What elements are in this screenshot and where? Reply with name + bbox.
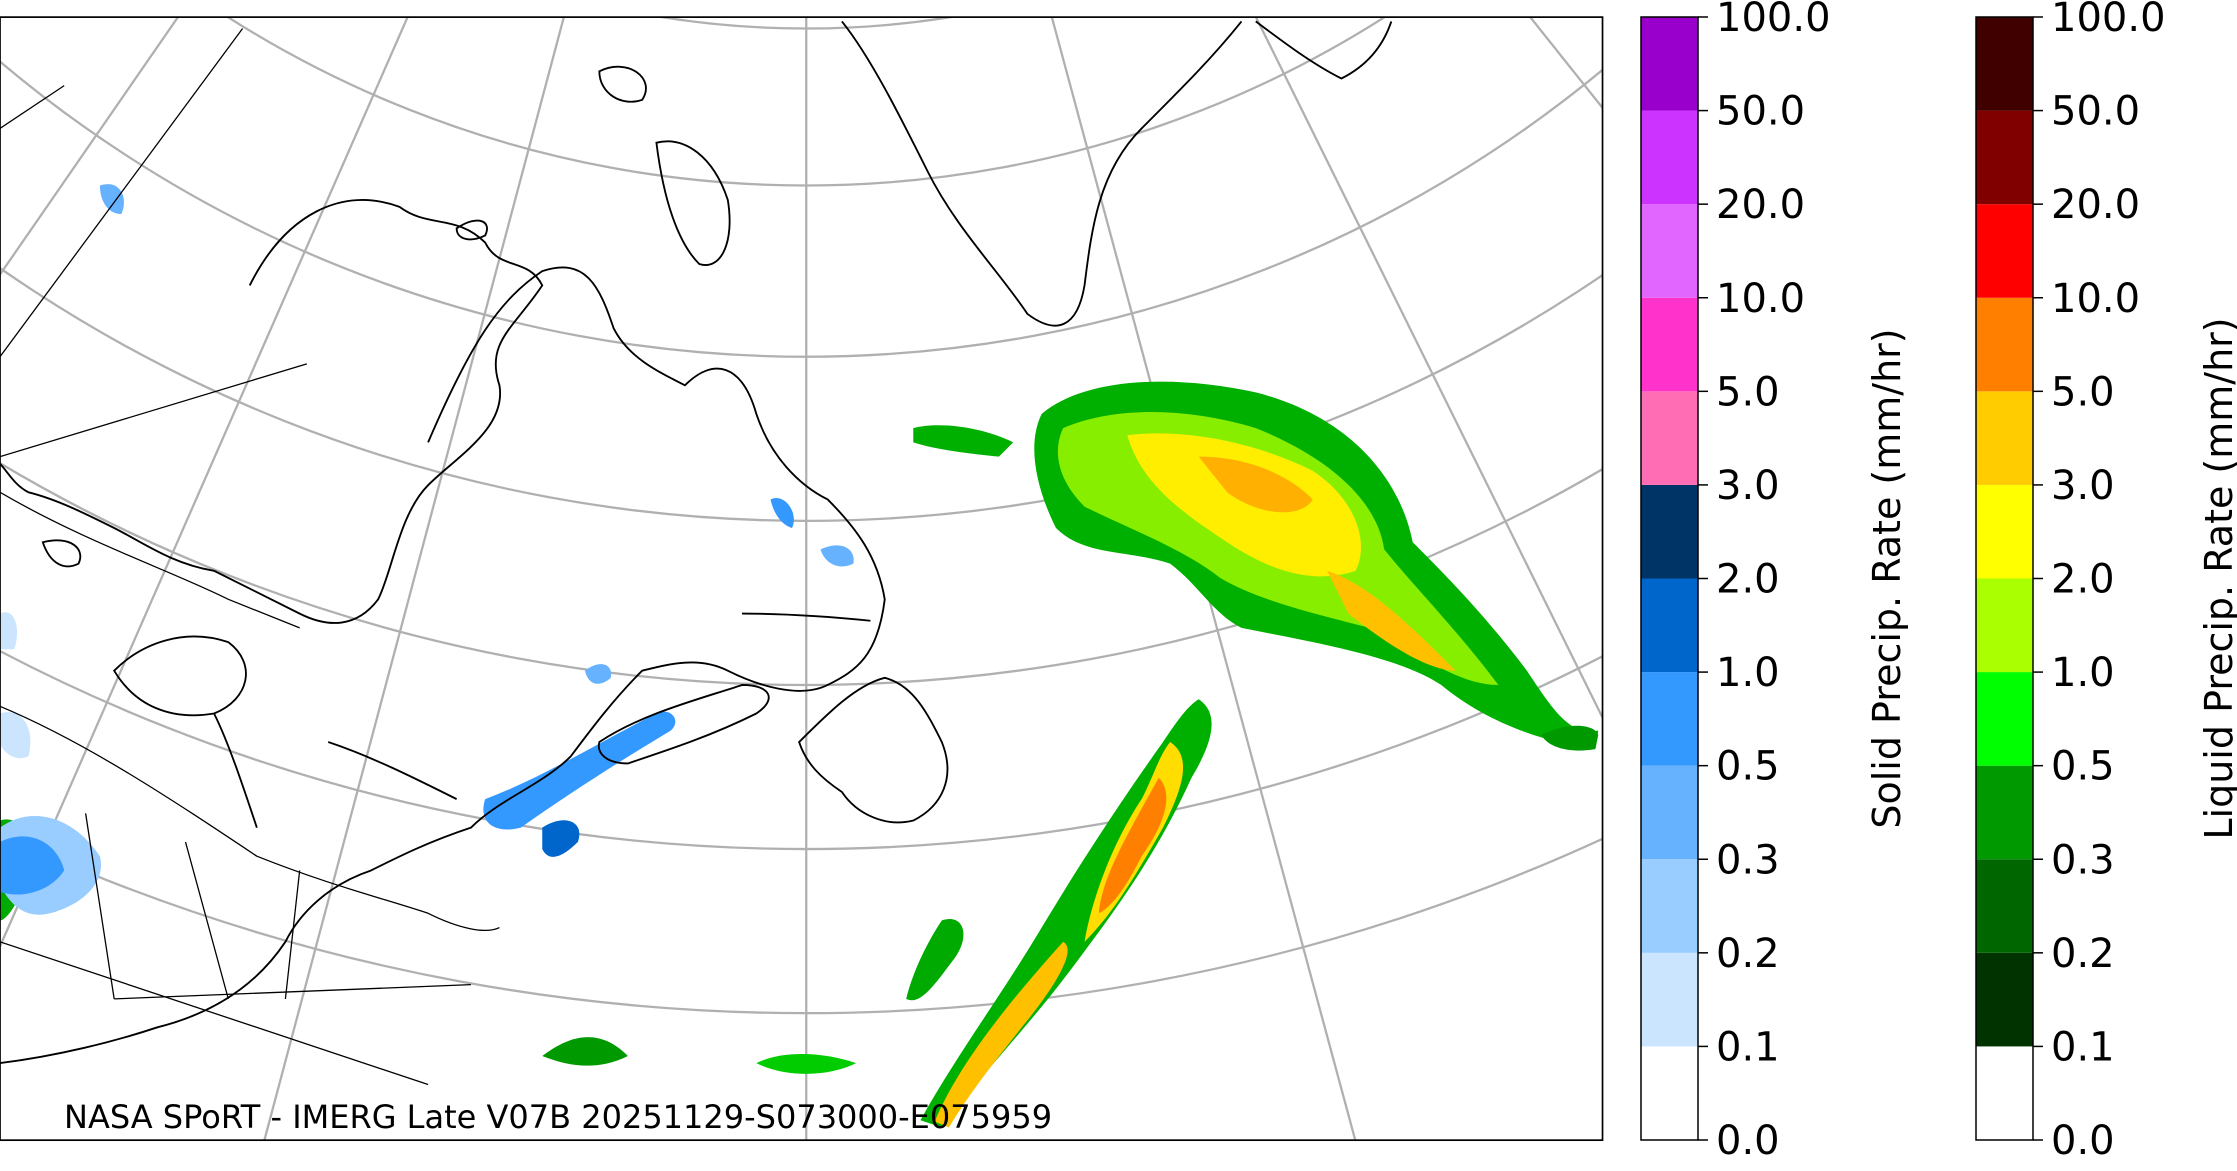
colorbar-label: Liquid Precip. Rate (mm/hr) — [2197, 317, 2237, 839]
colorbar-segment — [1976, 672, 2033, 766]
colorbar-segment — [1976, 484, 2033, 579]
colorbar-tick-label: 0.2 — [1716, 931, 1780, 977]
borders — [0, 28, 500, 1086]
colorbar-tick-label: 0.2 — [2051, 931, 2115, 977]
colorbar-tick-label: 5.0 — [2051, 369, 2115, 415]
colorbar-segment — [1641, 297, 1698, 392]
colorbar-segment — [1976, 204, 2033, 298]
colorbar-tick-label: 2.0 — [2051, 557, 2115, 603]
colorbar-segment — [1976, 17, 2033, 111]
colorbar-tick-label: 0.5 — [2051, 744, 2115, 790]
colorbar-tick-label: 2.0 — [1716, 557, 1780, 603]
colorbar-tick-label: 3.0 — [1716, 463, 1780, 509]
colorbar-segment — [1976, 952, 2033, 1047]
colorbar-tick-label: 50.0 — [2051, 89, 2140, 135]
colorbar-tick-label: 1.0 — [1716, 650, 1780, 696]
colorbar-segment — [1641, 17, 1698, 111]
colorbar-tick-label: 20.0 — [2051, 182, 2140, 228]
graticule — [0, 17, 1603, 1141]
colorbar-tick-label: 10.0 — [1716, 276, 1805, 322]
colorbar-tick-label: 0.3 — [2051, 837, 2115, 883]
colorbar-tick-label: 0.3 — [1716, 837, 1780, 883]
caption: NASA SPoRT - IMERG Late V07B 20251129-S0… — [64, 1098, 1052, 1136]
colorbar-tick-label: 100.0 — [2051, 0, 2166, 41]
colorbar-segment — [1976, 1046, 2033, 1140]
colorbar-segment — [1976, 578, 2033, 673]
colorbar-segment — [1641, 204, 1698, 298]
colorbar-tick-label: 5.0 — [1716, 369, 1780, 415]
colorbar-tick-label: 0.5 — [1716, 744, 1780, 790]
colorbar-segment — [1976, 391, 2033, 485]
colorbar-tick-label: 50.0 — [1716, 89, 1805, 135]
colorbar-label: Solid Precip. Rate (mm/hr) — [1865, 328, 1909, 828]
colorbar-segment — [1641, 484, 1698, 579]
coastlines — [0, 20, 1393, 1065]
colorbar-segment — [1641, 765, 1698, 860]
colorbar-segment — [1641, 952, 1698, 1047]
colorbar-tick-label: 0.0 — [2051, 1118, 2115, 1164]
colorbar-tick-label: 0.0 — [1716, 1118, 1780, 1164]
colorbar-tick-label: 10.0 — [2051, 276, 2140, 322]
colorbar-tick-label: 0.1 — [2051, 1024, 2115, 1070]
colorbar-segment — [1976, 110, 2033, 205]
colorbar-segment — [1976, 765, 2033, 860]
colorbar-segment — [1641, 391, 1698, 485]
map-frame — [0, 16, 1604, 1142]
colorbar-segment — [1976, 297, 2033, 392]
colorbar-tick-label: 20.0 — [1716, 182, 1805, 228]
colorbar-segment — [1641, 578, 1698, 673]
colorbar-segment — [1641, 859, 1698, 953]
solid-precip — [0, 184, 854, 915]
colorbar-segment — [1641, 110, 1698, 205]
colorbar-tick-label: 100.0 — [1716, 0, 1831, 41]
colorbar-segment — [1641, 672, 1698, 766]
colorbar-segment — [1641, 1046, 1698, 1140]
colorbar-tick-label: 3.0 — [2051, 463, 2115, 509]
colorbar-tick-label: 1.0 — [2051, 650, 2115, 696]
map — [0, 16, 1604, 1142]
colorbar-segment — [1976, 859, 2033, 953]
colorbar-tick-label: 0.1 — [1716, 1024, 1780, 1070]
